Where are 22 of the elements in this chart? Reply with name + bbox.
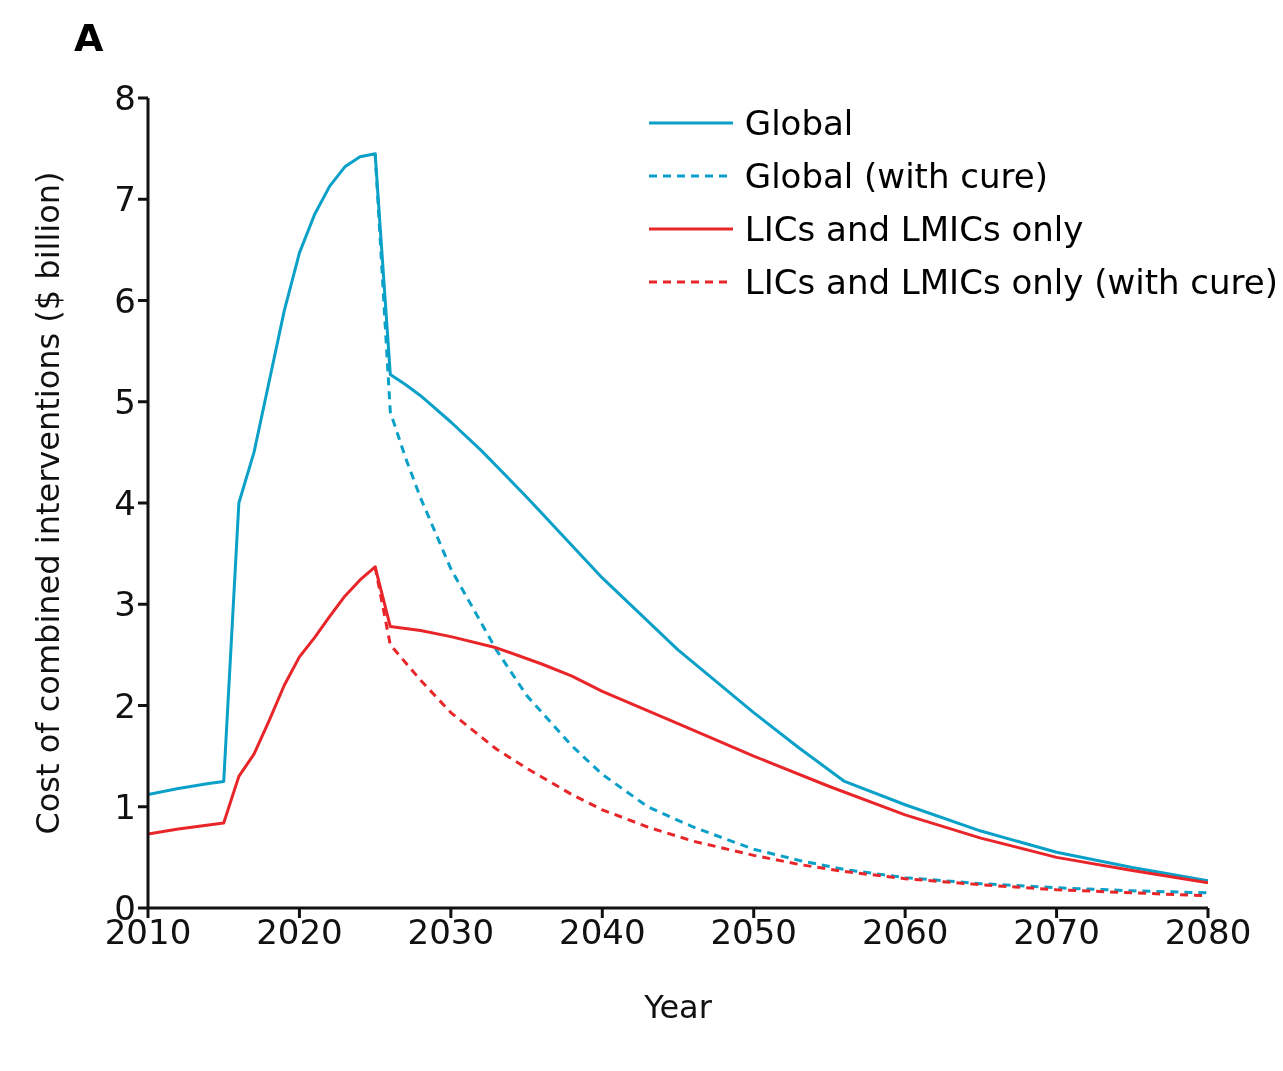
text: A <box>74 16 104 60</box>
y-tick-label: 6 <box>114 280 136 321</box>
legend-label: Global <box>744 102 854 143</box>
x-tick-label: 2040 <box>559 912 646 953</box>
y-tick-label: 7 <box>114 179 136 220</box>
x-tick-label: 2030 <box>407 912 495 953</box>
y-tick-label: 2 <box>114 685 136 726</box>
x-axis-title: Year <box>643 988 713 1026</box>
x-tick-label: 2050 <box>710 912 797 953</box>
y-tick-label: 3 <box>114 584 136 625</box>
x-tick-label: 2080 <box>1164 912 1252 953</box>
x-tick-label: 2020 <box>256 912 343 953</box>
legend-label: Global (with cure) <box>744 155 1048 196</box>
y-tick-label: 4 <box>114 483 136 524</box>
legend-label: LICs and LMICs only <box>744 208 1084 249</box>
y-tick-label: 5 <box>114 381 136 422</box>
y-tick-label: 8 <box>114 78 136 119</box>
legend-label: LICs and LMICs only (with cure) <box>744 261 1278 302</box>
y-axis-title: Cost of combined interventions ($ billion) <box>29 171 68 835</box>
x-tick-label: 2060 <box>861 912 949 953</box>
x-tick-label: 2070 <box>1013 912 1100 953</box>
y-tick-label: 1 <box>114 786 136 827</box>
